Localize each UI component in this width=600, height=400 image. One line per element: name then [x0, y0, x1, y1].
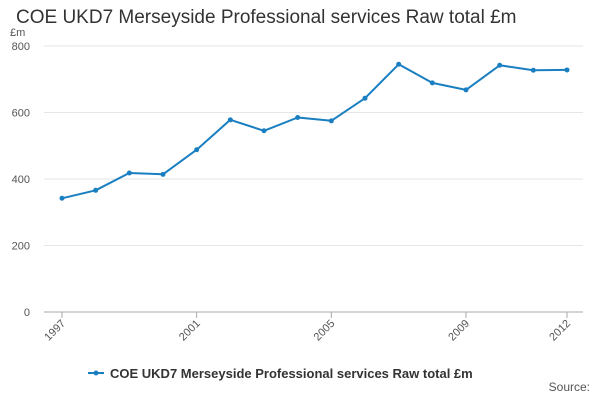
y-tick-label: 600 [12, 108, 30, 120]
data-point[interactable] [429, 80, 435, 86]
y-axis-label: £m [10, 27, 25, 39]
legend-swatch-marker [93, 370, 99, 376]
chart-title: COE UKD7 Merseyside Professional service… [16, 7, 517, 28]
data-point[interactable] [463, 87, 469, 93]
data-point[interactable] [59, 195, 65, 201]
data-point[interactable] [194, 147, 200, 153]
series-layer [59, 61, 570, 201]
x-tick-label: 2001 [177, 318, 203, 344]
y-tick-label: 800 [12, 41, 30, 53]
data-point[interactable] [328, 118, 334, 124]
data-point[interactable] [160, 171, 166, 177]
y-tick-label: 200 [12, 241, 30, 253]
data-point[interactable] [261, 128, 267, 134]
y-tick-label: 400 [12, 174, 30, 186]
data-point[interactable] [126, 170, 132, 176]
legend[interactable]: COE UKD7 Merseyside Professional service… [88, 366, 473, 381]
data-point[interactable] [295, 114, 301, 120]
data-point[interactable] [530, 67, 536, 73]
series-line [61, 63, 568, 200]
data-point[interactable] [93, 187, 99, 193]
x-tick-label: 2005 [312, 318, 338, 344]
source-label[interactable]: Source: [548, 380, 590, 394]
data-point[interactable] [227, 117, 233, 123]
y-tick-label: 0 [24, 307, 30, 319]
grid-lines [44, 45, 583, 313]
data-point[interactable] [497, 62, 503, 68]
x-tick-label: 2012 [547, 318, 573, 344]
x-tick-label: 2009 [446, 318, 472, 344]
data-point[interactable] [396, 61, 402, 67]
data-point[interactable] [564, 67, 570, 73]
legend-label[interactable]: COE UKD7 Merseyside Professional service… [110, 366, 473, 381]
data-point[interactable] [362, 95, 368, 101]
x-tick-label: 1997 [42, 318, 68, 344]
